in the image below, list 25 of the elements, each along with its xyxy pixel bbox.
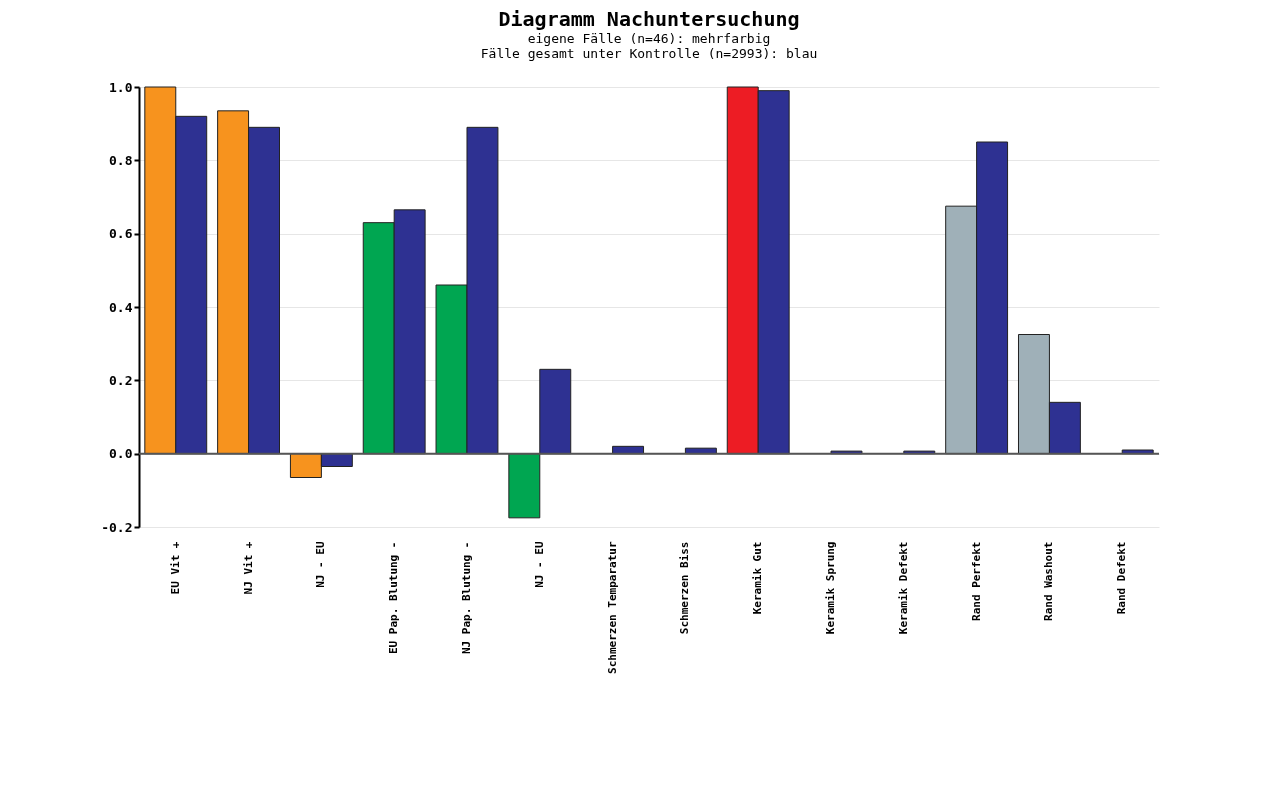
x-tick-label: Schmerzen Temparatur (605, 541, 619, 674)
y-tick-label: 0.4 (109, 299, 133, 315)
x-tick-label: Schmerzen Biss (678, 541, 692, 635)
chart-title: Diagramm Nachuntersuchung (498, 7, 800, 31)
x-tick-label: Keramik Defekt (896, 541, 910, 635)
y-tick-label: 0.6 (109, 226, 133, 242)
x-tick-label: NJ Pap. Blutung - (459, 541, 473, 655)
x-tick-label: NJ Vit + (241, 541, 255, 595)
x-tick-label: NJ - EU (314, 541, 328, 588)
x-tick-label: EU Vit + (168, 541, 182, 595)
x-tick-label: Rand Washout (1042, 541, 1056, 621)
y-tick-label: 1.0 (109, 79, 133, 95)
bar (508, 453, 541, 519)
y-tick-label: 0.8 (109, 152, 133, 168)
y-tick-label: 0.0 (109, 446, 133, 462)
x-tick-label: Keramik Gut (751, 541, 765, 615)
bar (539, 368, 572, 455)
y-tick-label: 0.2 (109, 372, 133, 388)
x-tick-label: Keramik Sprung (824, 541, 838, 635)
x-tick-label: NJ - EU (532, 541, 546, 588)
x-tick-label: Rand Perfekt (969, 541, 983, 621)
x-tick-label: Rand Defekt (1115, 541, 1129, 615)
chart-subtitle: eigene Fälle (n=46): mehrfarbig Fälle gesamt unter Kontrolle (n=2993): blau (480, 31, 818, 61)
x-tick-label: EU Pap. Blutung - (387, 541, 401, 655)
y-tick-label: -0.2 (101, 519, 133, 535)
